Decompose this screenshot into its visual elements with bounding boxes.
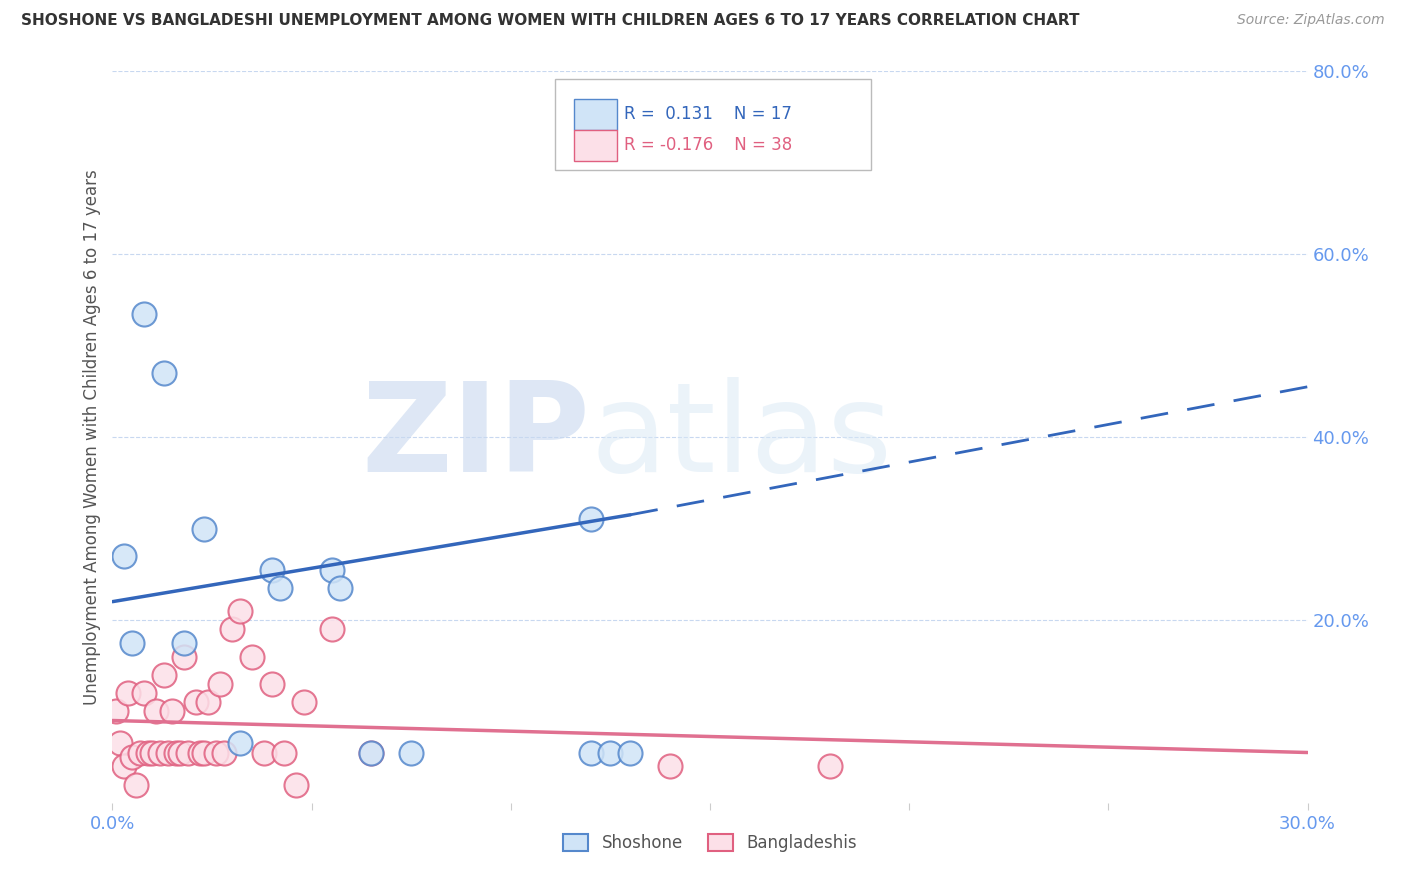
Point	[321, 622, 343, 636]
Point	[149, 746, 172, 760]
Point	[260, 677, 283, 691]
Point	[173, 649, 195, 664]
Point	[121, 636, 143, 650]
Point	[141, 746, 163, 760]
Point	[125, 778, 148, 792]
Text: ZIP: ZIP	[361, 376, 591, 498]
Point	[193, 521, 215, 535]
Point	[138, 746, 160, 760]
Point	[197, 695, 219, 709]
FancyBboxPatch shape	[554, 78, 872, 170]
Point	[329, 581, 352, 595]
Point	[169, 746, 191, 760]
Point	[186, 695, 208, 709]
Point	[110, 736, 132, 750]
Point	[360, 746, 382, 760]
Point	[129, 746, 152, 760]
Point	[105, 705, 128, 719]
Point	[619, 746, 641, 760]
Point	[579, 512, 602, 526]
Point	[145, 705, 167, 719]
Point	[273, 746, 295, 760]
Point	[221, 622, 243, 636]
Point	[173, 636, 195, 650]
Point	[579, 746, 602, 760]
Point	[321, 563, 343, 577]
FancyBboxPatch shape	[574, 99, 617, 130]
Text: Source: ZipAtlas.com: Source: ZipAtlas.com	[1237, 13, 1385, 28]
Point	[188, 746, 211, 760]
Point	[253, 746, 276, 760]
Y-axis label: Unemployment Among Women with Children Ages 6 to 17 years: Unemployment Among Women with Children A…	[83, 169, 101, 705]
Point	[117, 686, 139, 700]
Point	[193, 746, 215, 760]
Point	[165, 746, 187, 760]
Point	[162, 705, 183, 719]
Point	[401, 746, 423, 760]
Point	[292, 695, 315, 709]
Point	[114, 759, 135, 773]
FancyBboxPatch shape	[574, 130, 617, 161]
Point	[153, 667, 176, 681]
Point	[121, 750, 143, 764]
Point	[134, 686, 156, 700]
Point	[212, 746, 235, 760]
Point	[205, 746, 228, 760]
Point	[229, 604, 252, 618]
Point	[240, 649, 263, 664]
Point	[818, 759, 841, 773]
Point	[269, 581, 291, 595]
Text: R =  0.131    N = 17: R = 0.131 N = 17	[624, 105, 792, 123]
Point	[360, 746, 382, 760]
Point	[659, 759, 682, 773]
Text: atlas: atlas	[591, 376, 893, 498]
Point	[260, 563, 283, 577]
Point	[134, 307, 156, 321]
Point	[153, 366, 176, 380]
Legend: Shoshone, Bangladeshis: Shoshone, Bangladeshis	[555, 825, 865, 860]
Text: R = -0.176    N = 38: R = -0.176 N = 38	[624, 136, 792, 154]
Point	[209, 677, 232, 691]
Point	[177, 746, 200, 760]
Point	[229, 736, 252, 750]
Point	[114, 549, 135, 563]
Point	[284, 778, 307, 792]
Point	[157, 746, 180, 760]
Text: SHOSHONE VS BANGLADESHI UNEMPLOYMENT AMONG WOMEN WITH CHILDREN AGES 6 TO 17 YEAR: SHOSHONE VS BANGLADESHI UNEMPLOYMENT AMO…	[21, 13, 1080, 29]
Point	[599, 746, 621, 760]
